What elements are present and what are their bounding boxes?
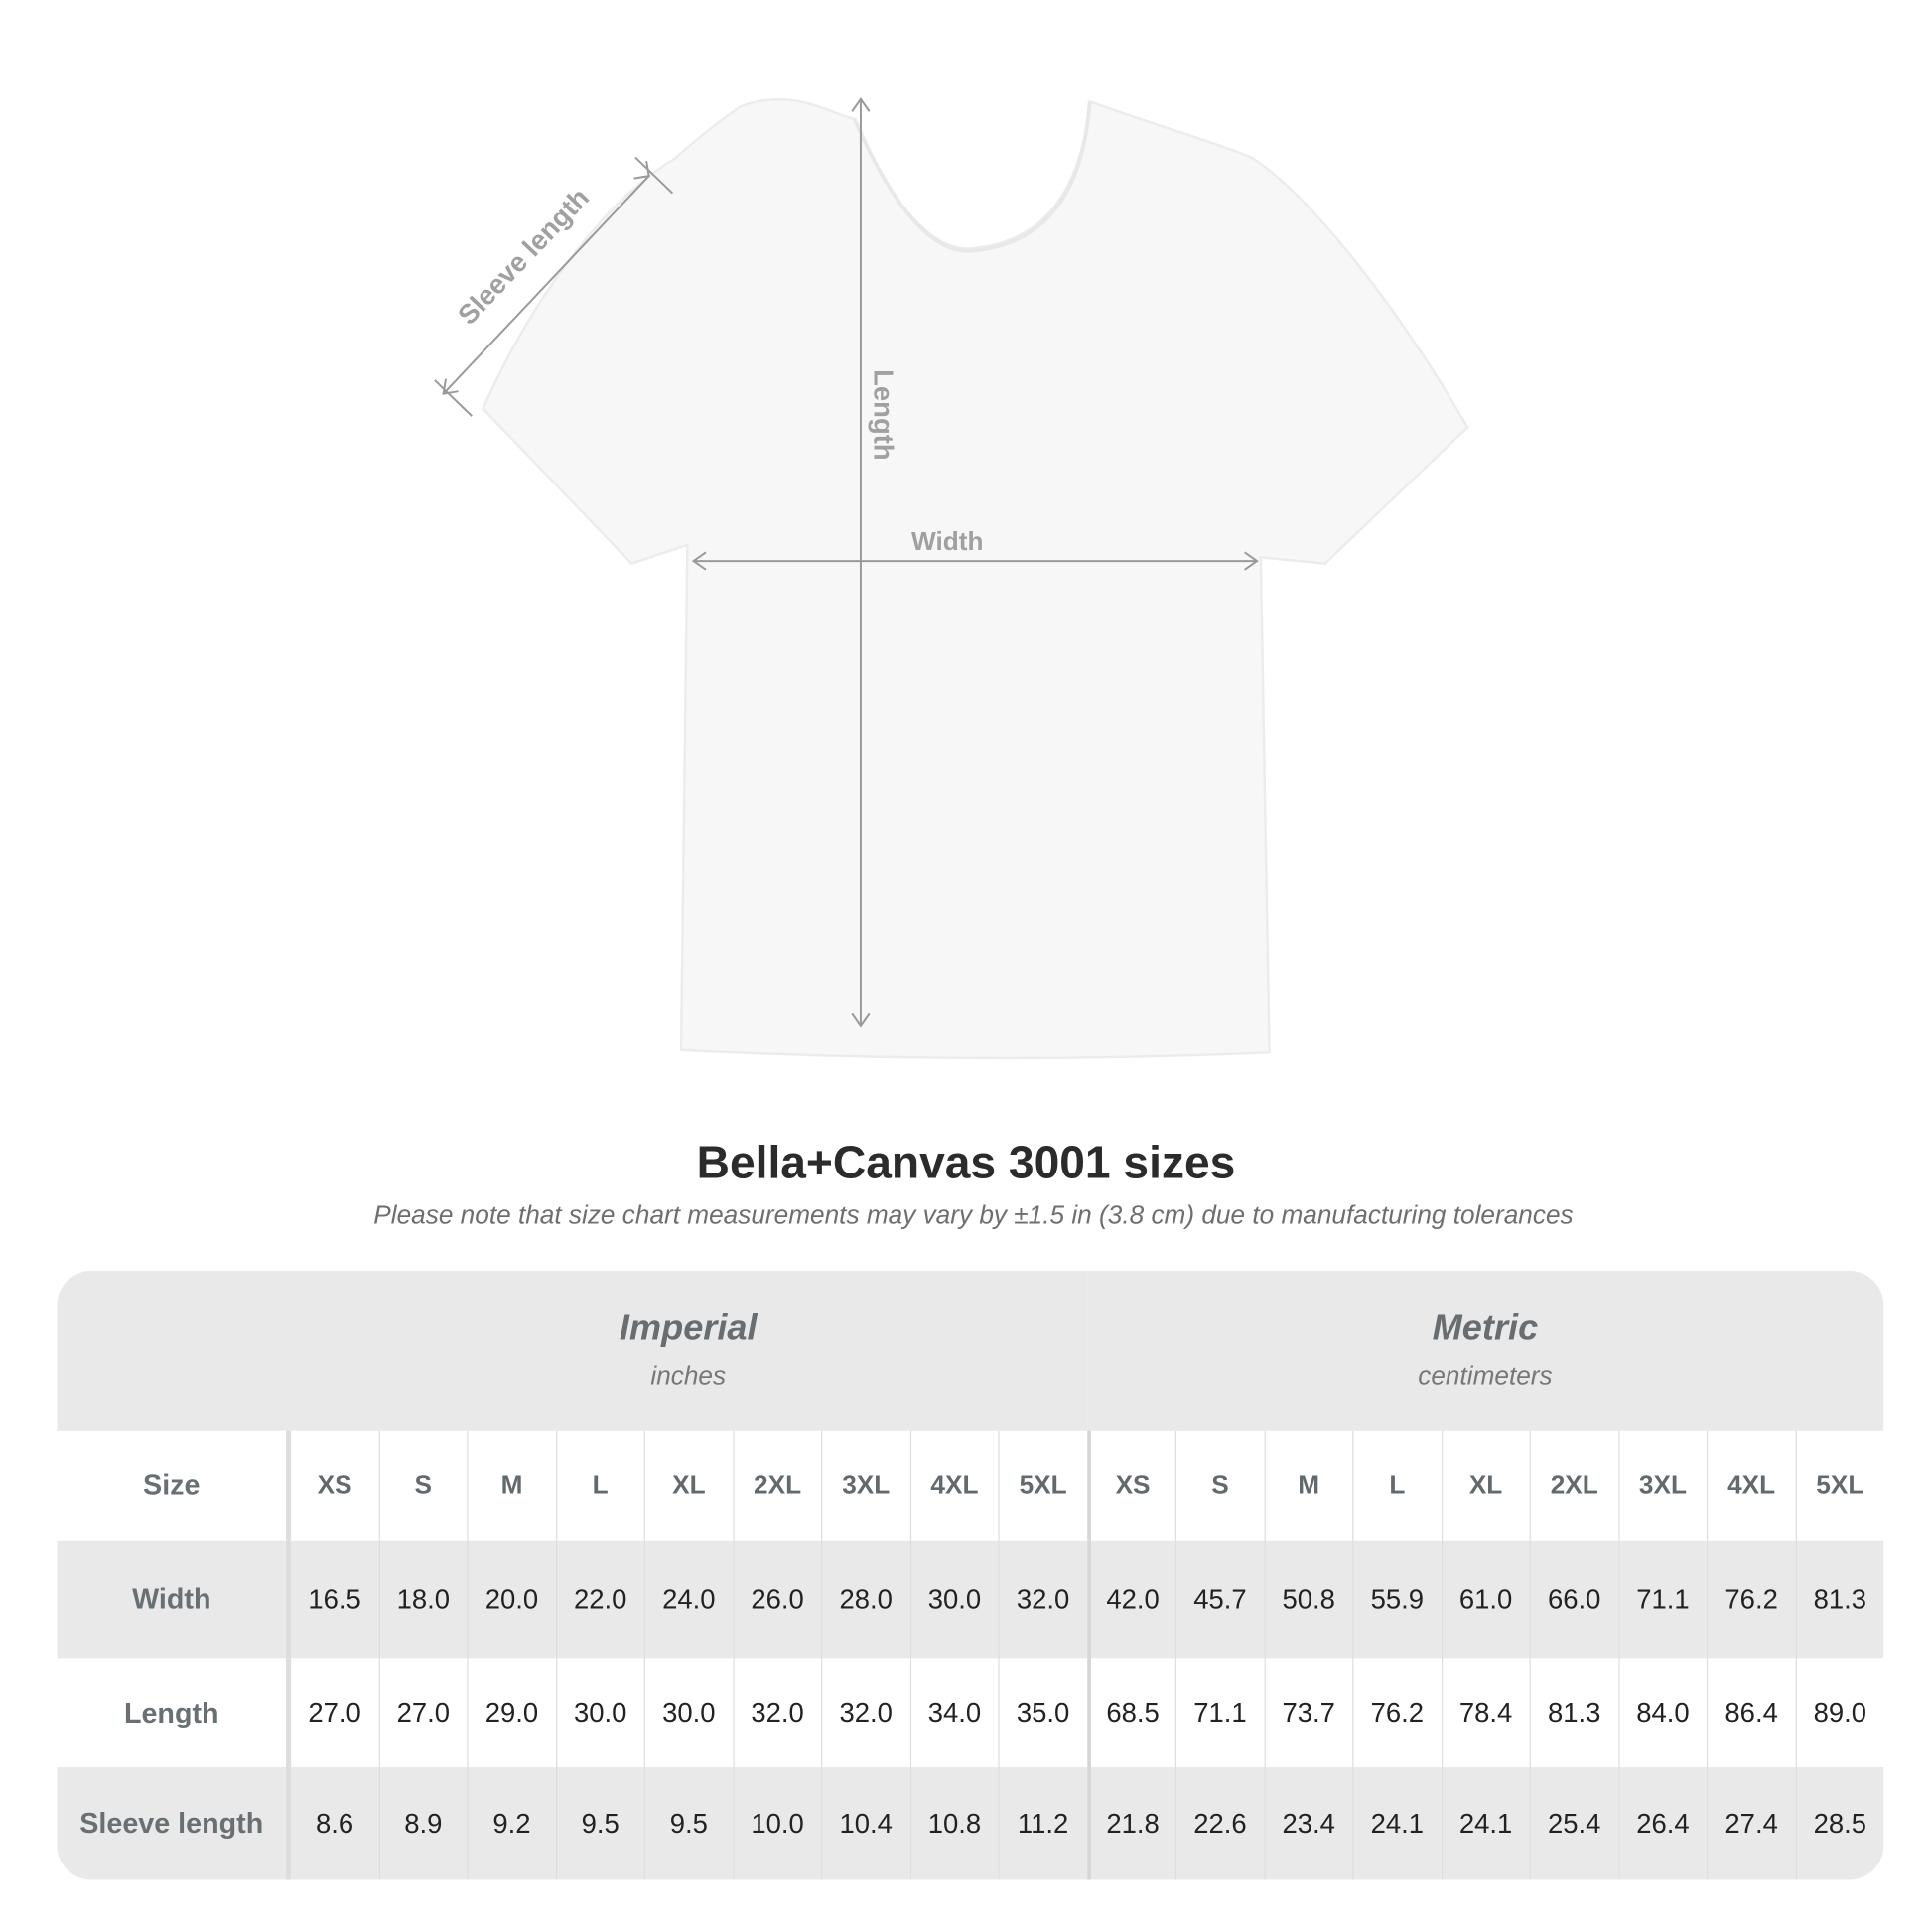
metric-value-cell: 45.7 [1174,1540,1264,1659]
imperial-value-cell: 28.0 [821,1540,910,1659]
imperial-value-cell: 30.0 [643,1658,733,1768]
metric-value-cell: 25.4 [1529,1767,1618,1880]
size-header-imperial-l: L [555,1430,643,1541]
metric-value-cell: 27.4 [1706,1767,1796,1880]
imperial-value-cell: 34.0 [909,1658,998,1768]
metric-value-cell: 55.9 [1352,1540,1442,1659]
imperial-value-cell: 30.0 [909,1540,999,1659]
metric-value-cell: 61.0 [1441,1540,1530,1659]
metric-title: Metric [1432,1309,1539,1349]
size-header-metric-m: M [1263,1430,1352,1541]
chart-title: Bella+Canvas 3001 sizes [696,1137,1236,1188]
imperial-value-cell: 8.6 [289,1767,379,1880]
row-label-sleeve-length: Sleeve length [57,1767,290,1880]
metric-value-cell: 73.7 [1263,1658,1352,1768]
size-header-metric-5xl: 5XL [1795,1430,1883,1541]
metric-value-cell: 21.8 [1086,1767,1175,1880]
metric-value-cell: 42.0 [1086,1540,1175,1659]
imperial-title: Imperial [619,1309,758,1349]
width-arrowheads [691,551,1259,571]
imperial-value-cell: 27.0 [378,1658,467,1768]
size-header-metric-2xl: 2XL [1529,1430,1618,1541]
size-header-imperial-2xl: 2XL [732,1430,821,1541]
imperial-value-cell: 20.0 [467,1540,556,1659]
sleeve-ticks [434,156,674,417]
size-table: Imperial inches Metric centimeters Size X… [57,1270,1884,1880]
header-blank [57,1270,290,1431]
size-header-metric-xl: XL [1441,1430,1529,1541]
metric-value-cell: 84.0 [1617,1658,1707,1768]
size-header-imperial-xl: XL [643,1430,733,1541]
imperial-value-cell: 29.0 [467,1658,555,1768]
size-header-imperial-3xl: 3XL [821,1430,909,1541]
imperial-value-cell: 9.5 [643,1767,733,1880]
imperial-value-cell: 32.0 [821,1658,909,1768]
metric-header: Metric centimeters [1086,1270,1884,1431]
metric-value-cell: 89.0 [1795,1658,1883,1768]
imperial-value-cell: 10.4 [821,1767,910,1880]
imperial-value-cell: 18.0 [378,1540,468,1659]
metric-value-cell: 28.5 [1795,1767,1884,1880]
metric-value-cell: 81.3 [1529,1658,1618,1768]
size-header-metric-3xl: 3XL [1617,1430,1707,1541]
imperial-value-cell: 16.5 [289,1540,379,1659]
row-label-length: Length [57,1658,290,1768]
width-label: Width [911,526,983,556]
size-header-imperial-4xl: 4XL [909,1430,998,1541]
imperial-value-cell: 22.0 [555,1540,644,1659]
length-label: Length [869,369,899,460]
imperial-value-cell: 9.2 [467,1767,556,1880]
metric-value-cell: 76.2 [1706,1540,1796,1659]
metric-value-cell: 76.2 [1352,1658,1441,1768]
tolerance-note: Please note that size chart measurements… [373,1200,1574,1230]
tshirt-shape [482,97,1469,1060]
size-header-metric-xs: XS [1086,1430,1175,1541]
metric-value-cell: 81.3 [1795,1540,1884,1659]
imperial-value-cell: 26.0 [732,1540,822,1659]
imperial-value-cell: 35.0 [998,1658,1086,1768]
imperial-value-cell: 9.5 [555,1767,644,1880]
metric-value-cell: 50.8 [1263,1540,1353,1659]
imperial-unit: inches [650,1362,727,1391]
imperial-value-cell: 8.9 [378,1767,468,1880]
collar [852,101,1092,253]
metric-value-cell: 86.4 [1706,1658,1795,1768]
row-label-width: Width [57,1540,290,1659]
length-arrowheads [851,97,871,1028]
metric-value-cell: 24.1 [1441,1767,1530,1880]
metric-value-cell: 78.4 [1441,1658,1529,1768]
size-header-imperial-xs: XS [289,1430,378,1541]
size-row-label: Size [57,1430,290,1541]
size-header-metric-s: S [1174,1430,1264,1541]
size-header-imperial-s: S [378,1430,467,1541]
imperial-value-cell: 30.0 [555,1658,643,1768]
size-header-imperial-5xl: 5XL [998,1430,1086,1541]
size-header-imperial-m: M [467,1430,555,1541]
metric-value-cell: 24.1 [1352,1767,1442,1880]
imperial-value-cell: 11.2 [998,1767,1087,1880]
imperial-value-cell: 27.0 [289,1658,378,1768]
metric-value-cell: 22.6 [1174,1767,1264,1880]
size-header-metric-l: L [1352,1430,1441,1541]
imperial-header: Imperial inches [289,1270,1087,1431]
metric-value-cell: 26.4 [1617,1767,1707,1880]
imperial-value-cell: 32.0 [732,1658,821,1768]
sleeve-line [442,175,650,395]
metric-value-cell: 23.4 [1263,1767,1353,1880]
metric-unit: centimeters [1418,1362,1553,1391]
imperial-value-cell: 24.0 [643,1540,733,1659]
tshirt-diagram: Sleeve length Length Width [434,97,1469,1060]
imperial-value-cell: 32.0 [998,1540,1087,1659]
size-header-metric-4xl: 4XL [1706,1430,1795,1541]
metric-value-cell: 71.1 [1617,1540,1707,1659]
imperial-value-cell: 10.0 [732,1767,822,1880]
metric-value-cell: 68.5 [1086,1658,1175,1768]
metric-value-cell: 66.0 [1529,1540,1618,1659]
metric-value-cell: 71.1 [1174,1658,1264,1768]
imperial-value-cell: 10.8 [909,1767,999,1880]
